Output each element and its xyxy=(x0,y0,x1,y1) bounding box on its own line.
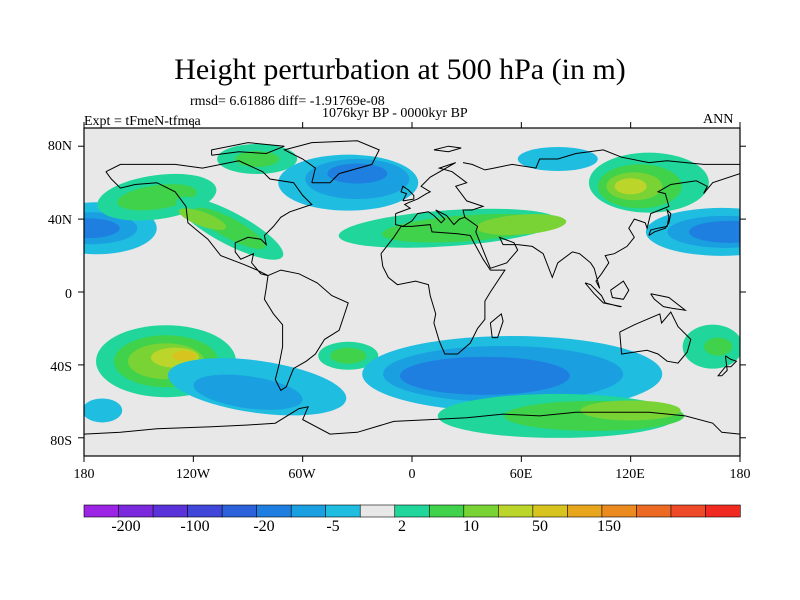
colorbar-label-1: -100 xyxy=(180,518,210,535)
colorbar-swatch-4 xyxy=(221,504,258,518)
y-tick-80n: 80N xyxy=(47,139,72,154)
y-tick-0: 0 xyxy=(65,287,72,302)
colorbar-label-0: -200 xyxy=(111,518,141,535)
coast-indonesia xyxy=(584,282,622,308)
x-tick-120e: 120E xyxy=(615,467,645,482)
coast-europe xyxy=(395,162,485,227)
pos-anomaly-eurasia-band xyxy=(476,214,567,236)
x-tick-60e: 60E xyxy=(509,467,533,482)
pos-anomaly-north-canada xyxy=(235,150,280,167)
coast-new-guinea xyxy=(650,293,688,311)
coast-madagascar xyxy=(489,313,504,339)
perturbation-field xyxy=(84,143,740,438)
pos-anomaly-new-zealand xyxy=(704,337,733,356)
pos-anomaly-south-pacific xyxy=(172,350,197,361)
coast-japan xyxy=(648,208,672,236)
colorbar-swatch-6 xyxy=(290,504,327,518)
colorbar-swatch-9 xyxy=(394,504,430,518)
coast-svalbard xyxy=(433,145,462,153)
colorbar-swatch-12 xyxy=(498,504,534,518)
pos-anomaly-east-asia xyxy=(614,178,647,195)
colorbar-swatch-17 xyxy=(670,504,707,518)
colorbar-swatch-2 xyxy=(152,504,189,518)
colorbar-label-3: -5 xyxy=(326,518,340,535)
neg-anomaly-southern-ocean-e xyxy=(399,356,570,395)
experiment-label: Expt = tFmeN-tfmea xyxy=(84,114,201,129)
stats-label: rmsd= 6.61886 diff= -1.91769e-08 xyxy=(190,94,385,109)
pos-anomaly-antarctic-rim xyxy=(580,400,681,421)
coast-uk xyxy=(400,185,415,202)
colorbar-swatch-15 xyxy=(601,504,638,518)
neg-anomaly-north-atlantic xyxy=(327,163,388,184)
coast-africa xyxy=(380,224,506,355)
y-tick-40s: 40S xyxy=(50,360,72,375)
period-label: 1076kyr BP - 0000kyr BP xyxy=(322,106,468,121)
pos-anomaly-south-atlantic xyxy=(330,347,367,364)
colorbar-label-6: 50 xyxy=(532,518,548,535)
coast-north-america xyxy=(105,160,313,277)
x-tick-60w: 60W xyxy=(288,467,316,482)
neg-anomaly-southern-ocean-w xyxy=(193,374,303,410)
coast-south-america xyxy=(263,269,349,392)
colorbar-swatch-14 xyxy=(567,504,603,518)
colorbar-swatch-13 xyxy=(532,504,568,518)
colorbar-label-7: 150 xyxy=(597,518,621,535)
coast-greenland xyxy=(282,140,380,184)
y-tick-80s: 80S xyxy=(50,434,72,449)
neg-anomaly-southern-ocean-w xyxy=(84,398,123,423)
coast-australia xyxy=(619,311,692,364)
axis-ticks xyxy=(78,122,746,462)
colorbar-swatch-11 xyxy=(463,504,499,518)
colorbar-swatch-18 xyxy=(705,504,741,518)
colorbar-swatch-7 xyxy=(325,504,361,518)
pos-anomaly-east-us xyxy=(178,208,227,230)
neg-anomaly-west-pacific xyxy=(689,220,740,243)
coast-new-zealand xyxy=(717,355,738,377)
x-tick-180w: 180 xyxy=(73,467,95,482)
coast-asia xyxy=(462,149,740,289)
colorbar-label-5: 10 xyxy=(463,518,479,535)
colorbar xyxy=(83,504,741,518)
coast-antarctica xyxy=(84,406,740,435)
neg-anomaly-north-pacific xyxy=(84,218,120,239)
colorbar-swatch-0 xyxy=(83,504,120,518)
x-tick-0: 0 xyxy=(408,467,416,482)
colorbar-label-2: -20 xyxy=(253,518,275,535)
colorbar-swatch-3 xyxy=(187,504,223,518)
x-tick-120w: 120W xyxy=(175,467,211,482)
coast-arctic-islands xyxy=(211,142,285,156)
coast-borneo xyxy=(610,280,630,300)
y-tick-40n: 40N xyxy=(47,213,72,228)
season-label: ANN xyxy=(703,112,734,127)
coastlines xyxy=(84,140,740,435)
colorbar-label-4: 2 xyxy=(398,518,406,535)
colorbar-swatch-10 xyxy=(428,504,465,518)
colorbar-swatch-8 xyxy=(359,504,396,518)
plot-title: Height perturbation at 500 hPa (in m) xyxy=(174,53,626,86)
colorbar-swatch-16 xyxy=(636,504,672,518)
colorbar-swatch-5 xyxy=(256,504,292,518)
colorbar-swatch-1 xyxy=(118,504,154,518)
x-tick-180e: 180 xyxy=(729,467,751,482)
